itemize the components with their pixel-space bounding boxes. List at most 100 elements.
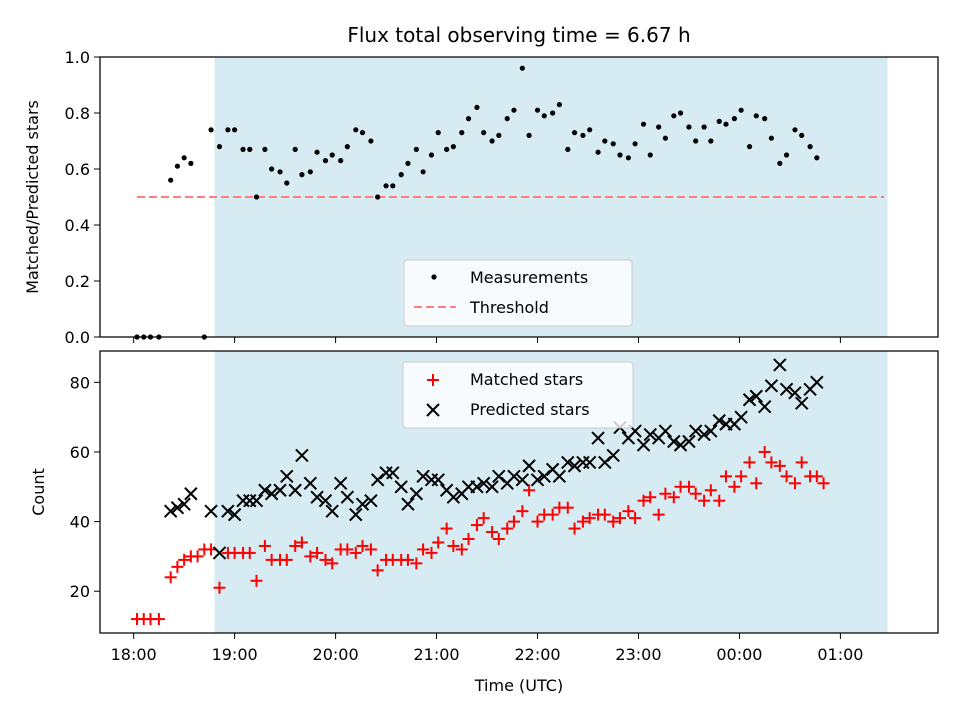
- matched-star-point: [455, 543, 468, 556]
- predicted-star-point: [561, 455, 575, 470]
- predicted-star-point-b: [212, 546, 227, 560]
- matched-star-point: [250, 574, 263, 587]
- matched-star-point: [401, 553, 414, 566]
- matched-star-point: [152, 613, 165, 626]
- matched-star-point: [689, 487, 702, 500]
- predicted-star-point: [643, 427, 657, 442]
- measurement-point: [413, 146, 419, 152]
- predicted-star-point: [386, 466, 400, 480]
- matched-star-point: [440, 522, 453, 535]
- measurement-point: [731, 116, 737, 122]
- measurement-point: [444, 146, 450, 152]
- predicted-star-point-b: [552, 469, 567, 484]
- predicted-star-point: [409, 487, 424, 501]
- predicted-star-point-b: [446, 490, 461, 504]
- predicted-star-point: [295, 448, 309, 463]
- predicted-star-point-b: [318, 493, 333, 508]
- measurement-point: [247, 146, 253, 152]
- bottom-x-ticks: 18:00 19:00 20:00 21:00 22:00 23:00 00:00 01:00: [111, 633, 863, 664]
- measurement-point: [225, 127, 231, 133]
- matched-star-point: [258, 539, 271, 552]
- top-y-tick-label: 0.2: [65, 272, 90, 291]
- predicted-star-point-b: [704, 424, 718, 438]
- measurements-legend-label: Measurements: [470, 268, 588, 287]
- predicted-star-point: [212, 546, 227, 560]
- matched-star-point: [698, 494, 711, 507]
- predicted-star-point-b: [492, 469, 506, 484]
- measurement-point: [253, 194, 260, 200]
- x-tick-label: 18:00: [111, 645, 157, 664]
- predicted-star-point-b: [742, 393, 757, 407]
- predicted-star-point-b: [682, 434, 696, 449]
- predicted-star-point-b: [485, 480, 499, 494]
- measurement-point: [322, 158, 329, 164]
- predicted-star-point-b: [712, 413, 726, 428]
- matched-star-point: [516, 505, 529, 518]
- predicted-star-point: [667, 434, 681, 449]
- measurement-point: [777, 160, 783, 166]
- measurement-point: [292, 146, 298, 152]
- measurement-point: [181, 155, 187, 161]
- matched-star-point: [289, 539, 302, 552]
- predicted-star-point-b: [773, 358, 787, 372]
- matched-star-point: [319, 553, 332, 566]
- measurement-point: [262, 146, 268, 152]
- predicted-star-point: [416, 469, 430, 484]
- predicted-star-point: [682, 434, 696, 449]
- matched-star-point: [304, 550, 317, 563]
- matched-star-point: [523, 484, 536, 497]
- measurement-point: [353, 127, 359, 133]
- predicted-star-point-b: [788, 386, 802, 400]
- predicted-star-point: [370, 473, 385, 487]
- predicted-star-point: [492, 469, 506, 484]
- top-y-ticks: 0.0 0.2 0.4 0.6 0.8 1.0: [65, 48, 100, 347]
- predicted-star-point: [280, 469, 294, 484]
- matched-star-point: [607, 515, 620, 528]
- measurement-point: [240, 146, 246, 152]
- matched-star-point: [652, 508, 665, 521]
- measurement-point: [541, 113, 547, 119]
- measurement-point: [368, 138, 374, 144]
- matched-star-point: [583, 512, 596, 525]
- predicted-star-point-b: [409, 487, 424, 501]
- measurement-point: [701, 124, 707, 130]
- predicted-star-point: [485, 480, 499, 494]
- predicted-star-point: [470, 480, 484, 494]
- matched-star-point: [171, 560, 184, 573]
- top-y-tick-label: 0.8: [65, 104, 90, 123]
- measurement-point: [435, 130, 441, 136]
- predicted-star-point: [606, 448, 620, 463]
- measurement-point: [550, 110, 556, 116]
- matched-star-point: [817, 477, 830, 490]
- matched-star-point: [758, 445, 771, 458]
- measurement-point: [481, 130, 487, 136]
- measurement-point: [783, 152, 790, 158]
- matched-star-point: [191, 550, 204, 563]
- measurement-point: [168, 177, 174, 183]
- predicted-star-point-b: [386, 466, 400, 480]
- predicted-star-point: [318, 493, 333, 508]
- predicted-star-point: [757, 399, 772, 414]
- measurement-point: [632, 141, 638, 147]
- predicted-star-point-b: [757, 399, 772, 414]
- matched-star-point: [810, 470, 823, 483]
- predicted-star-point: [673, 438, 688, 452]
- measurement-point: [768, 135, 775, 141]
- predicted-star-point-b: [333, 476, 348, 491]
- x-tick-label: 00:00: [716, 645, 762, 664]
- measurement-point: [174, 163, 181, 169]
- measurement-point: [329, 152, 335, 158]
- predicted-star-point-b: [779, 382, 794, 397]
- predicted-star-point-b: [273, 483, 287, 497]
- predicted-star-point: [446, 490, 461, 504]
- predicted-star-point: [431, 473, 445, 487]
- predicted-star-point: [636, 438, 651, 452]
- predicted-star-point-b: [537, 469, 551, 484]
- x-tick-label: 01:00: [817, 645, 863, 664]
- top-panel: 0.0 0.2 0.4 0.6 0.8 1.0 Flux total observing …: [23, 23, 939, 347]
- predicted-star-point: [349, 507, 363, 522]
- predicted-star-point: [273, 483, 287, 497]
- bottom-legend: Matched stars Predicted stars: [402, 361, 634, 429]
- predicted-star-point-b: [636, 438, 651, 452]
- predicted-star-point: [394, 480, 408, 494]
